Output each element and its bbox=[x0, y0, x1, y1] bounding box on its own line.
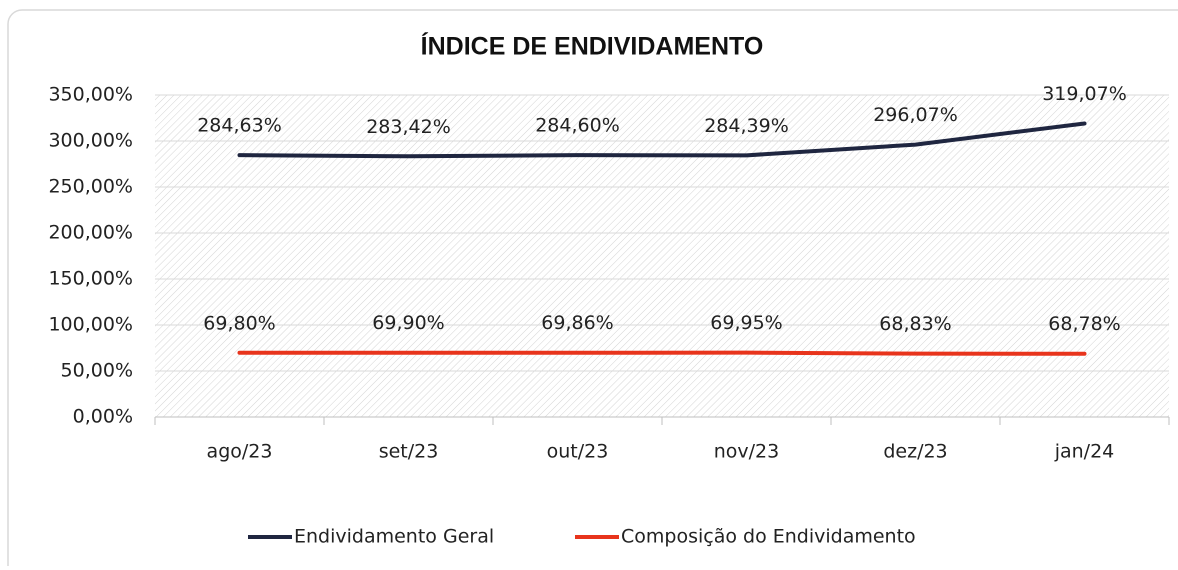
data-label: 69,86% bbox=[541, 312, 613, 334]
data-label: 69,90% bbox=[372, 312, 444, 334]
y-tick-label: 200,00% bbox=[48, 222, 133, 244]
x-tick-label: nov/23 bbox=[714, 441, 780, 463]
y-tick-label: 50,00% bbox=[61, 360, 133, 382]
y-tick-label: 300,00% bbox=[48, 130, 133, 152]
y-tick-label: 0,00% bbox=[73, 406, 133, 428]
chart-title: ÍNDICE DE ENDIVIDAMENTO bbox=[421, 32, 764, 61]
x-tick-label: jan/24 bbox=[1054, 441, 1115, 463]
data-label: 69,80% bbox=[203, 312, 275, 334]
x-tick-label: out/23 bbox=[547, 441, 609, 463]
series-line bbox=[237, 350, 1087, 356]
data-label: 68,78% bbox=[1048, 313, 1120, 335]
y-tick-label: 250,00% bbox=[48, 176, 133, 198]
data-label: 284,39% bbox=[704, 115, 789, 137]
data-label: 283,42% bbox=[366, 116, 451, 138]
x-tick-label: dez/23 bbox=[883, 441, 947, 463]
series-line bbox=[237, 121, 1087, 159]
data-label: 319,07% bbox=[1042, 83, 1127, 105]
plot-area bbox=[155, 95, 1169, 417]
data-label: 69,95% bbox=[710, 312, 782, 334]
y-tick-label: 350,00% bbox=[48, 84, 133, 106]
y-tick-label: 150,00% bbox=[48, 268, 133, 290]
data-label: 284,63% bbox=[197, 115, 282, 137]
x-tick-label: set/23 bbox=[379, 441, 439, 463]
legend-label: Composição do Endividamento bbox=[621, 526, 916, 548]
data-label: 284,60% bbox=[535, 115, 620, 137]
data-label: 296,07% bbox=[873, 104, 958, 126]
y-tick-label: 100,00% bbox=[48, 314, 133, 336]
x-tick-label: ago/23 bbox=[207, 441, 273, 463]
data-label: 68,83% bbox=[879, 313, 951, 335]
legend-label: Endividamento Geral bbox=[294, 526, 494, 548]
